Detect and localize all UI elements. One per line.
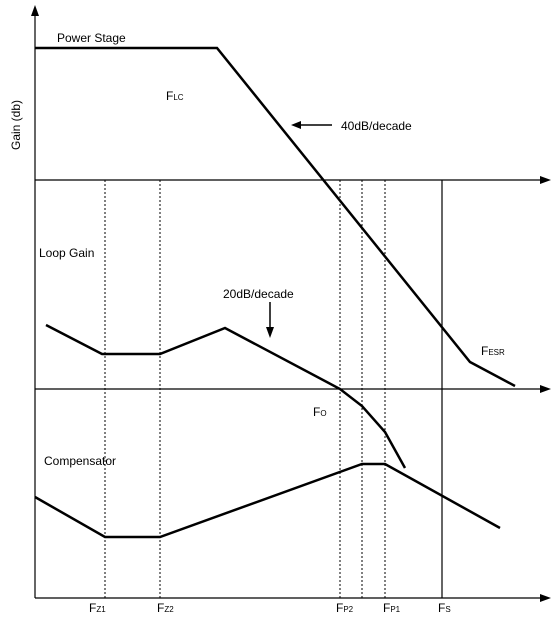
tick-fp2: FP2: [336, 601, 354, 615]
tick-fs: FS: [438, 601, 451, 615]
tick-fp1: FP1: [383, 601, 401, 615]
compensator-label: Compensator: [44, 454, 116, 468]
loop-gain-label: Loop Gain: [39, 246, 94, 260]
y-axis-arrowhead: [31, 5, 39, 16]
y-axis-label: Gain (db): [9, 100, 23, 150]
f-esr-label: FESR: [481, 344, 505, 358]
compensator-curve: [34, 462, 501, 539]
x-axis-power-stage-arrowhead: [540, 176, 551, 184]
slope-20-label: 20dB/decade: [223, 287, 294, 301]
f-lc-label: FLC: [166, 89, 184, 103]
tick-fz2: FZ2: [157, 601, 174, 615]
x-axis-compensator-arrowhead: [540, 594, 551, 602]
f-o-label: FO: [313, 405, 327, 419]
slope-40-arrowhead: [291, 121, 301, 129]
power-stage-curve: [35, 46, 516, 388]
x-axis-loop-gain-arrowhead: [540, 385, 551, 393]
power-stage-label: Power Stage: [57, 31, 126, 45]
loop-gain-curve: [45, 323, 407, 469]
slope-20-arrowhead: [266, 327, 274, 338]
slope-40-label: 40dB/decade: [341, 119, 412, 133]
tick-fz1: FZ1: [89, 601, 106, 615]
